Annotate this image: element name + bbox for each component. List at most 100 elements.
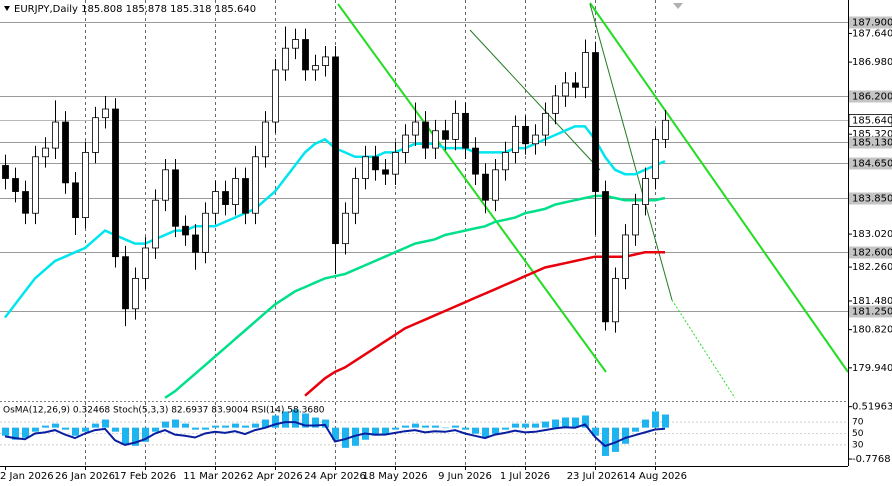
candle-body xyxy=(482,173,489,201)
x-tick-label: 2 Jan 2026 xyxy=(0,471,54,482)
y-tick-label: 181.480 xyxy=(852,296,892,307)
trend-channels xyxy=(337,2,849,399)
candle-body xyxy=(212,191,219,214)
candle-body xyxy=(342,212,349,245)
candle-body xyxy=(632,204,639,236)
osma-bar xyxy=(92,423,99,428)
candle-body xyxy=(462,112,469,149)
osma-bar xyxy=(62,427,69,430)
x-tick-label: 14 Aug 2026 xyxy=(623,471,687,482)
candle-body xyxy=(172,169,179,227)
candle-body xyxy=(152,199,159,249)
moving-average xyxy=(164,194,666,399)
level-label-box xyxy=(849,246,892,259)
y-tick-label: 186.980 xyxy=(852,57,892,68)
candle-body xyxy=(192,234,199,253)
osma-bar xyxy=(312,417,319,428)
x-tick-label: 24 Apr 2026 xyxy=(304,471,366,482)
candle-body xyxy=(292,39,299,49)
y-tick-label: 180.820 xyxy=(852,325,892,336)
chart-title: EURJPY,Daily 185.808 185.878 185.318 185… xyxy=(14,4,256,15)
candle-body xyxy=(132,277,139,310)
osma-bar xyxy=(572,417,579,428)
osma-bar xyxy=(502,427,509,430)
candle-body xyxy=(352,178,359,214)
indicator-pane xyxy=(0,409,848,456)
y-tick-label: 185.320 xyxy=(852,129,892,140)
candle-body xyxy=(32,156,39,214)
indicator-level-label: 30 xyxy=(852,440,864,450)
indicator-level-label: 70 xyxy=(852,418,864,428)
candle-body xyxy=(412,121,419,136)
osma-bar xyxy=(542,421,549,428)
x-tick-label: 18 May 2026 xyxy=(362,471,427,482)
osma-bar xyxy=(562,417,569,428)
candle-body xyxy=(642,178,649,205)
candle-body xyxy=(222,191,229,205)
candle-body xyxy=(572,82,579,88)
candle-body xyxy=(322,56,329,66)
osma-bar xyxy=(512,423,519,428)
osma-bar xyxy=(322,419,329,428)
level-label-box xyxy=(849,157,892,170)
candle-body xyxy=(2,165,9,179)
candle-body xyxy=(622,234,629,279)
x-tick-label: 1 Jul 2026 xyxy=(500,471,550,482)
osma-bar xyxy=(412,423,419,428)
osma-bar xyxy=(232,423,239,428)
osma-bar xyxy=(32,427,39,432)
osma-bar xyxy=(22,427,29,438)
osma-bar xyxy=(182,423,189,428)
candle-body xyxy=(522,125,529,145)
osma-bar xyxy=(102,419,109,428)
candle-body xyxy=(142,247,149,279)
candle-body xyxy=(372,156,379,171)
shift-marker xyxy=(673,3,683,9)
y-tick-label: 179.940 xyxy=(852,363,892,374)
osma-bar xyxy=(332,427,339,440)
osma-bar xyxy=(592,427,599,436)
candle-body xyxy=(252,156,259,214)
osma-bar xyxy=(622,427,629,444)
candle-body xyxy=(282,47,289,71)
indicator-level-label: 50 xyxy=(852,429,864,439)
candle-body xyxy=(262,121,269,158)
osma-bar xyxy=(582,415,589,428)
osma-bar xyxy=(372,427,379,436)
x-tick-label: 26 Jan 2026 xyxy=(55,471,115,482)
candle-body xyxy=(332,56,339,245)
x-tick-label: 17 Feb 2026 xyxy=(114,471,176,482)
osma-bar xyxy=(602,427,609,456)
osma-bar xyxy=(222,425,229,428)
candle-body xyxy=(232,178,239,205)
osma-bar xyxy=(142,427,149,442)
osma-bar xyxy=(482,427,489,438)
candle-body xyxy=(432,130,439,149)
indicator-title: OsMA(12,26,9) 0.32468 Stoch(5,3,3) 82.69… xyxy=(3,406,325,416)
candle-body xyxy=(442,130,449,140)
candle-body xyxy=(122,256,129,310)
osma-bar xyxy=(662,414,669,428)
osma-bar xyxy=(422,425,429,428)
level-label: 186.200 xyxy=(852,92,892,103)
x-tick-label: 23 Jul 2026 xyxy=(567,471,624,482)
candle-body xyxy=(312,65,319,71)
candle-body xyxy=(392,152,399,175)
candle-body xyxy=(272,69,279,123)
osma-bar xyxy=(172,419,179,428)
osma-bar xyxy=(302,413,309,428)
candle-body xyxy=(492,169,499,201)
candles xyxy=(2,26,669,333)
candle-body xyxy=(12,178,19,192)
candle-body xyxy=(552,95,559,114)
osma-bar xyxy=(402,425,409,428)
y-tick-label: 182.260 xyxy=(852,262,892,273)
osma-bar xyxy=(352,427,359,446)
x-tick-label: 2 Apr 2026 xyxy=(247,471,302,482)
last-price-label: 185.640 xyxy=(852,116,892,127)
candle-body xyxy=(602,191,609,323)
candle-body xyxy=(662,119,669,140)
candle-body xyxy=(162,169,169,201)
osma-bar xyxy=(72,427,79,436)
